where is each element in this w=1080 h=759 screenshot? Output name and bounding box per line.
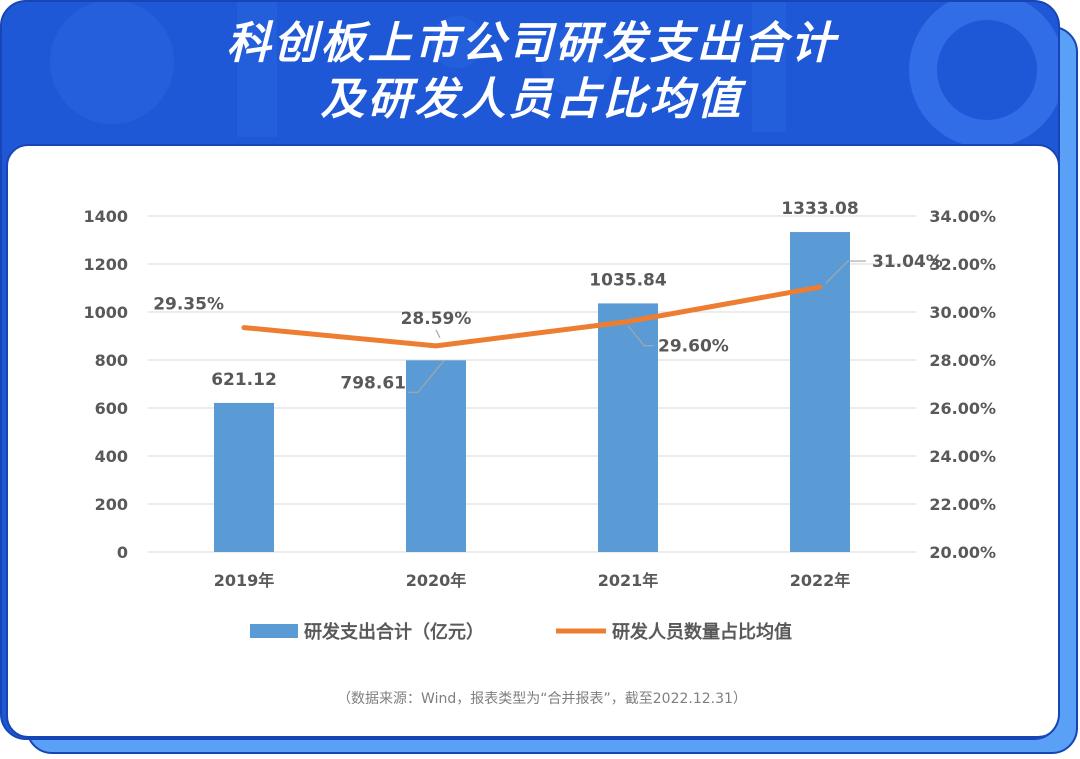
y-right-tick-label: 24.00% [929, 447, 996, 466]
y-left-tick-label: 1000 [83, 303, 128, 322]
bar-data-label: 1035.84 [589, 270, 667, 290]
x-category-label: 2021年 [598, 571, 659, 590]
line-data-label: 29.60% [658, 337, 729, 357]
bar [406, 360, 466, 552]
legend-label-line: 研发人员数量占比均值 [612, 621, 792, 643]
source-note: （数据来源：Wind，报表类型为“合并报表”，截至2022.12.31） [337, 691, 747, 707]
line-label-leader-line [627, 325, 654, 347]
chart-title: 科创板上市公司研发支出合计 及研发人员占比均值 [2, 16, 1058, 128]
y-left-tick-label: 200 [95, 495, 128, 514]
bar [790, 232, 850, 553]
y-right-tick-label: 28.00% [929, 351, 996, 370]
y-right-tick-label: 32.00% [929, 255, 996, 274]
y-right-tick-label: 26.00% [929, 399, 996, 418]
line-label-leader-line [825, 260, 866, 284]
line-data-label: 28.59% [401, 309, 472, 329]
y-left-tick-label: 0 [117, 543, 128, 562]
x-category-label: 2020年 [406, 571, 467, 590]
line-data-label: 29.35% [153, 295, 224, 315]
bar-label-leader-line [408, 359, 445, 393]
legend-swatch-bar [250, 624, 298, 638]
main-card: 科创板上市公司研发支出合计 及研发人员占比均值 [0, 0, 1060, 740]
x-category-label: 2022年 [790, 571, 851, 590]
legend-label-bar: 研发支出合计（亿元） [304, 621, 484, 643]
bar [214, 402, 274, 552]
chart-panel [6, 144, 1058, 738]
y-left-tick-label: 400 [95, 447, 128, 466]
bar [598, 303, 658, 552]
title-line-1: 科创板上市公司研发支出合计 [226, 18, 838, 69]
y-right-tick-label: 20.00% [929, 543, 996, 562]
line-series-path [241, 284, 823, 349]
y-right-tick-label: 30.00% [929, 303, 996, 322]
header-decoration [50, 2, 1058, 147]
x-category-label: 2019年 [214, 571, 275, 590]
line-label-leader-line [435, 329, 441, 339]
y-left-tick-label: 1400 [83, 207, 128, 226]
title-line-2: 及研发人员占比均值 [320, 74, 744, 125]
y-right-tick-label: 22.00% [929, 495, 996, 514]
bar-data-label: 1333.08 [781, 199, 858, 219]
y-left-tick-label: 600 [95, 399, 128, 418]
bar-data-label: 621.12 [211, 370, 277, 390]
y-left-tick-label: 1200 [83, 255, 128, 274]
line-data-label: 31.04% [872, 252, 943, 272]
bar-data-label: 798.61 [340, 373, 406, 393]
y-right-tick-label: 34.00% [929, 207, 996, 226]
y-left-tick-label: 800 [95, 351, 128, 370]
